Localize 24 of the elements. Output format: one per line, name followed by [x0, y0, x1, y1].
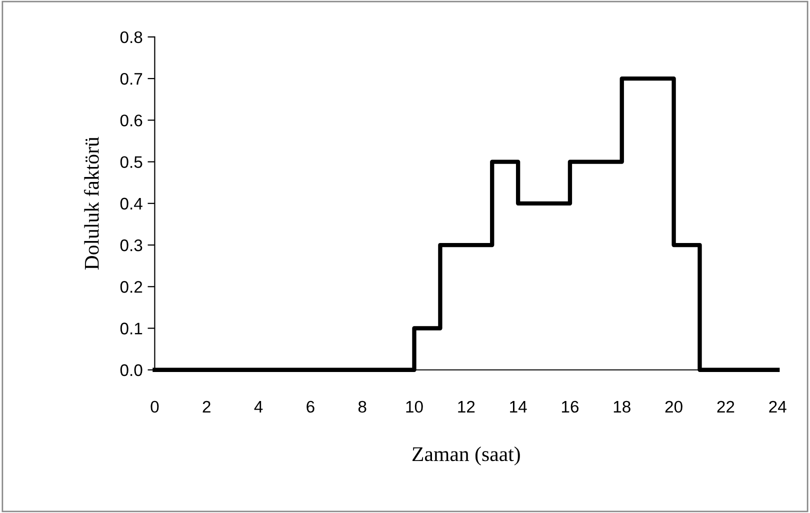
- x-tick-label: 0: [150, 400, 159, 413]
- x-tick-label: 4: [254, 401, 263, 413]
- y-tick-label: 0.4: [120, 198, 142, 210]
- x-tick-label: 6: [306, 400, 314, 413]
- y-tick-label: 0.1: [120, 322, 142, 334]
- x-tick-label: 14: [510, 401, 527, 413]
- x-tick-label: 10: [406, 400, 423, 413]
- y-tick-label: 0.5: [120, 156, 142, 168]
- y-axis-title: Doluluk faktörü: [84, 136, 99, 270]
- x-tick-label: 8: [358, 400, 366, 413]
- y-tick-label: 0.7: [120, 72, 142, 85]
- x-tick-label: 22: [717, 400, 734, 413]
- y-tick-label: 0.3: [120, 239, 142, 252]
- x-tick-label: 2: [202, 400, 210, 413]
- y-tick-label: 0.2: [120, 281, 142, 293]
- x-tick-label: 18: [614, 400, 630, 413]
- x-tick-label: 12: [458, 400, 475, 413]
- y-tick-label: 0.0: [120, 364, 142, 376]
- y-tick-label: 0.8: [120, 31, 142, 44]
- x-tick-label: 20: [665, 400, 682, 413]
- x-tick-label: 24: [769, 400, 786, 413]
- x-tick-label: 16: [562, 400, 579, 413]
- x-axis-title: Zaman (saat): [412, 446, 520, 466]
- y-tick-label: 0.6: [120, 114, 142, 126]
